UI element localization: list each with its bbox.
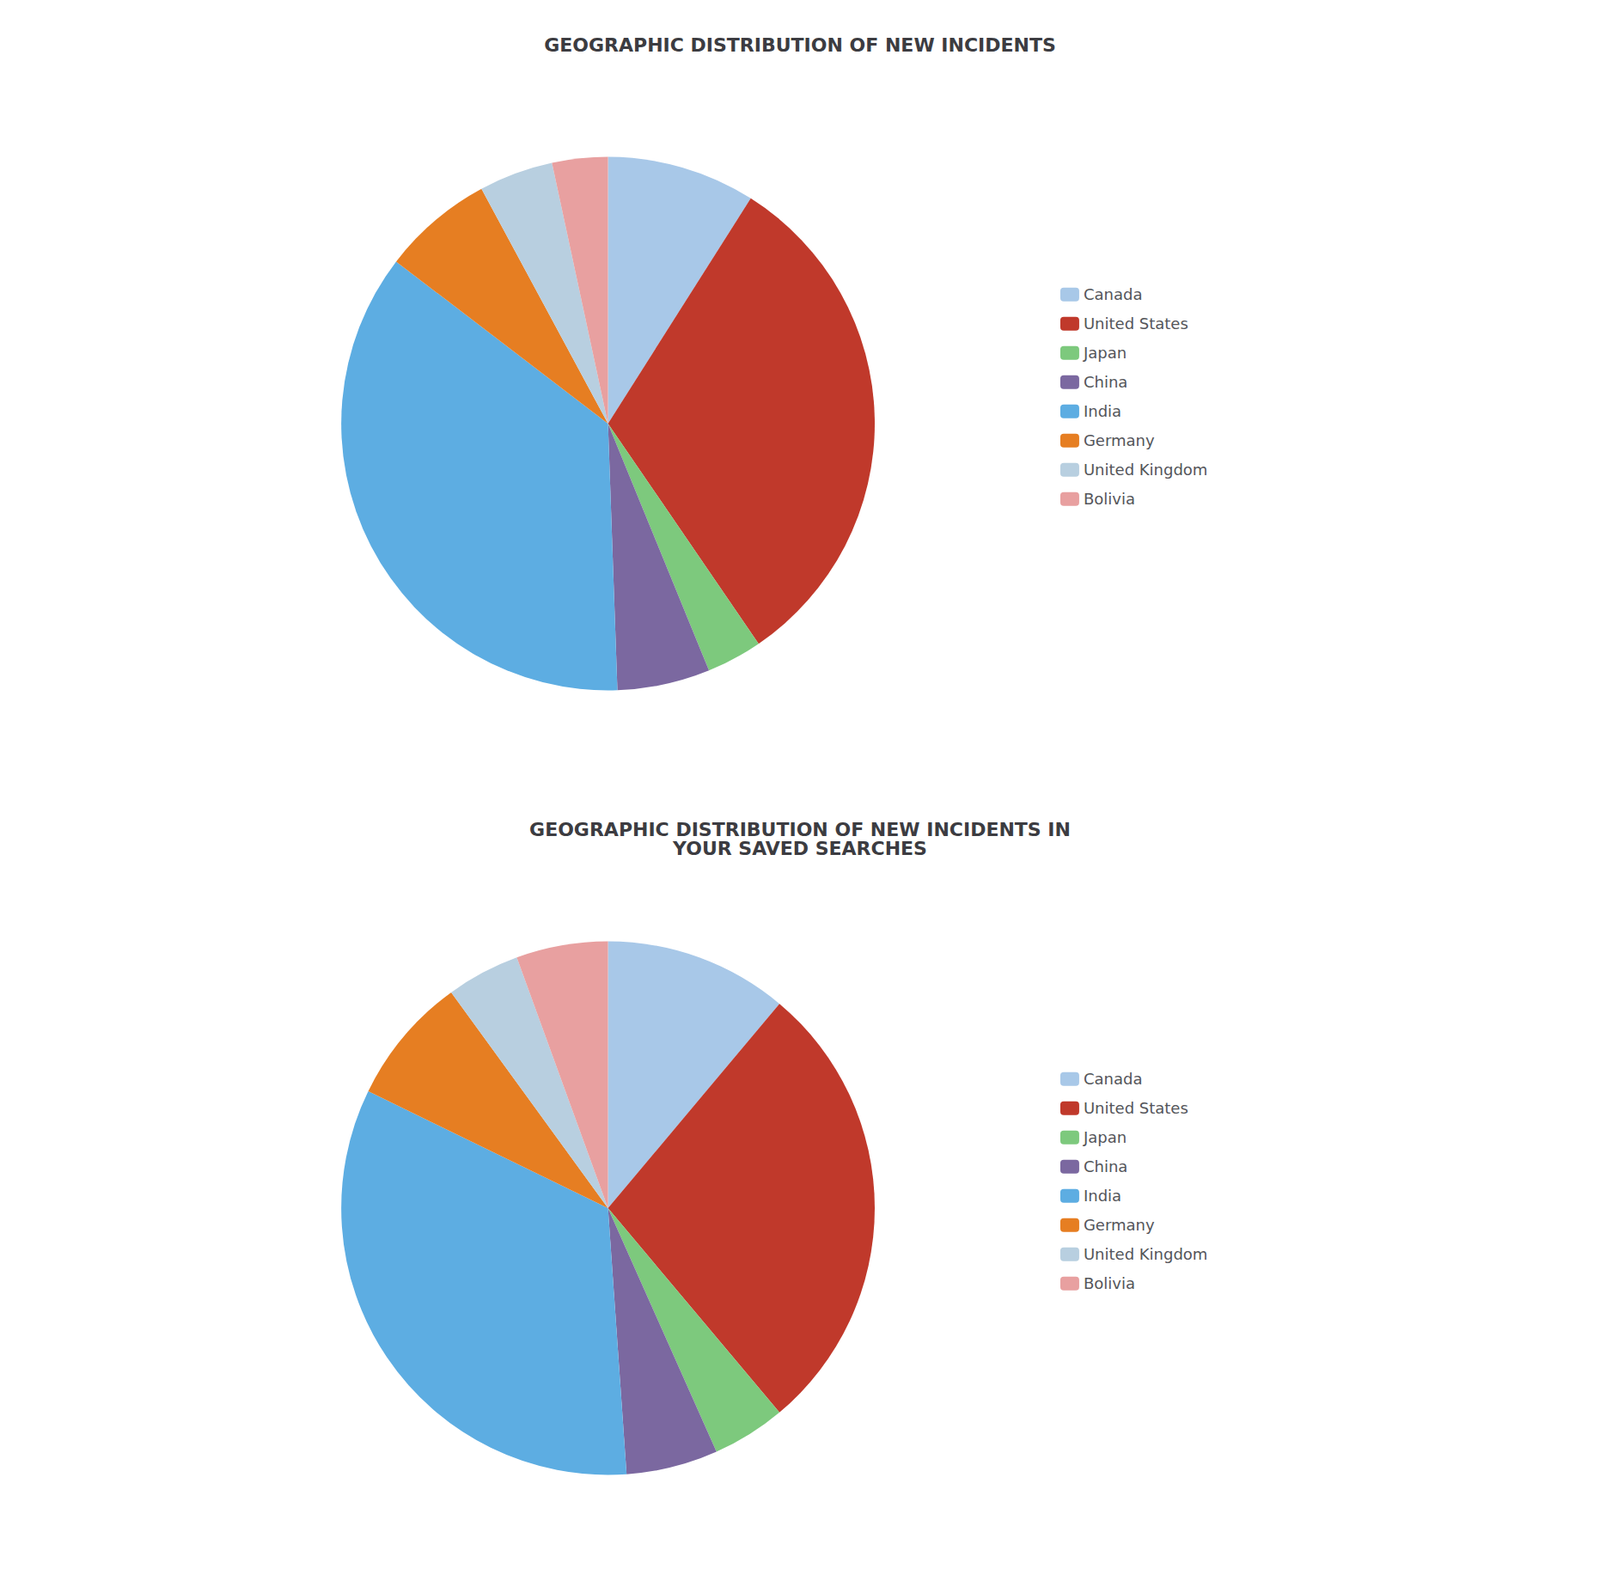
svg-text:Japan: Japan: [1082, 1128, 1127, 1147]
svg-text:United States: United States: [1083, 1099, 1189, 1118]
svg-text:United States: United States: [1083, 314, 1189, 333]
svg-text:China: China: [1083, 372, 1128, 391]
svg-text:China: China: [1083, 1157, 1128, 1176]
svg-text:GEOGRAPHIC DISTRIBUTION OF NEW: GEOGRAPHIC DISTRIBUTION OF NEW INCIDENTS: [543, 34, 1057, 56]
svg-text:Canada: Canada: [1083, 285, 1143, 304]
svg-text:India: India: [1083, 1186, 1122, 1205]
svg-text:United Kingdom: United Kingdom: [1083, 1245, 1208, 1264]
svg-text:GEOGRAPHIC DISTRIBUTION OF NEW: GEOGRAPHIC DISTRIBUTION OF NEW INCIDENTS…: [529, 818, 1071, 841]
svg-text:Canada: Canada: [1083, 1069, 1143, 1088]
svg-text:Germany: Germany: [1083, 431, 1155, 450]
svg-text:India: India: [1083, 402, 1122, 421]
svg-text:Japan: Japan: [1082, 343, 1127, 362]
svg-text:YOUR SAVED SEARCHES: YOUR SAVED SEARCHES: [671, 837, 928, 860]
svg-text:Bolivia: Bolivia: [1083, 1274, 1136, 1293]
svg-text:United Kingdom: United Kingdom: [1083, 460, 1208, 479]
svg-text:Bolivia: Bolivia: [1083, 489, 1136, 508]
svg-text:Germany: Germany: [1083, 1215, 1155, 1234]
